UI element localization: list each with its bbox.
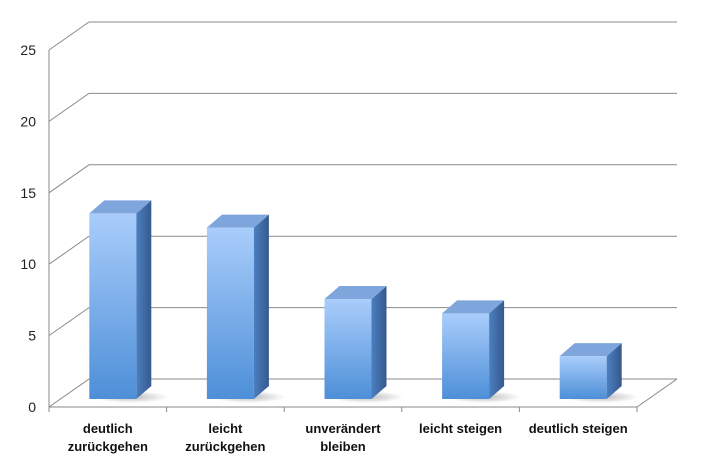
bars: [89, 200, 622, 399]
bar-3: [442, 300, 505, 399]
y-tick-label-0: 0: [28, 399, 36, 415]
bar-top-0: [89, 200, 152, 214]
x-axis-category-labels: deutlich zurückgehen leicht zurückgehen unve…: [68, 421, 628, 454]
gridline-25: [48, 21, 677, 51]
bar-side-0: [136, 200, 152, 399]
bar-side-2: [371, 286, 387, 399]
bar-top-3: [442, 300, 505, 314]
bar-top-4: [559, 343, 622, 357]
bar-front-3: [442, 313, 490, 399]
bar-0: [89, 200, 152, 399]
bar-front-4: [559, 356, 607, 399]
bar-side-3: [489, 300, 505, 399]
y-tick-label-15: 15: [20, 185, 36, 201]
bar-4: [559, 343, 622, 399]
bar-side-4: [606, 343, 622, 399]
y-tick-label-20: 20: [20, 113, 36, 129]
bar-top-2: [324, 286, 387, 300]
bar-side-1: [253, 214, 269, 399]
x-category-label-1: leicht zurückgehen: [185, 421, 265, 454]
gridline-20: [48, 92, 677, 122]
bar-1: [206, 214, 269, 399]
gridline-10: [48, 235, 677, 265]
y-tick-label-5: 5: [28, 328, 36, 344]
y-axis-tick-labels: 0 5 10 15 20 25: [20, 42, 36, 415]
axes: [48, 50, 678, 412]
y-tick-label-10: 10: [20, 256, 36, 272]
bar-2: [324, 286, 387, 399]
x-category-label-0: deutlich zurückgehen: [68, 421, 148, 454]
bar-front-1: [206, 227, 254, 399]
x-category-label-2: unverändert bleiben: [305, 421, 381, 454]
x-category-label-3: leicht steigen: [419, 421, 502, 436]
bar-front-0: [89, 213, 137, 399]
x-category-label-4: deutlich steigen: [529, 421, 628, 436]
bar-top-1: [206, 214, 269, 228]
y-tick-label-25: 25: [20, 42, 36, 58]
bar-front-2: [324, 299, 372, 399]
gridline-15: [48, 164, 677, 194]
